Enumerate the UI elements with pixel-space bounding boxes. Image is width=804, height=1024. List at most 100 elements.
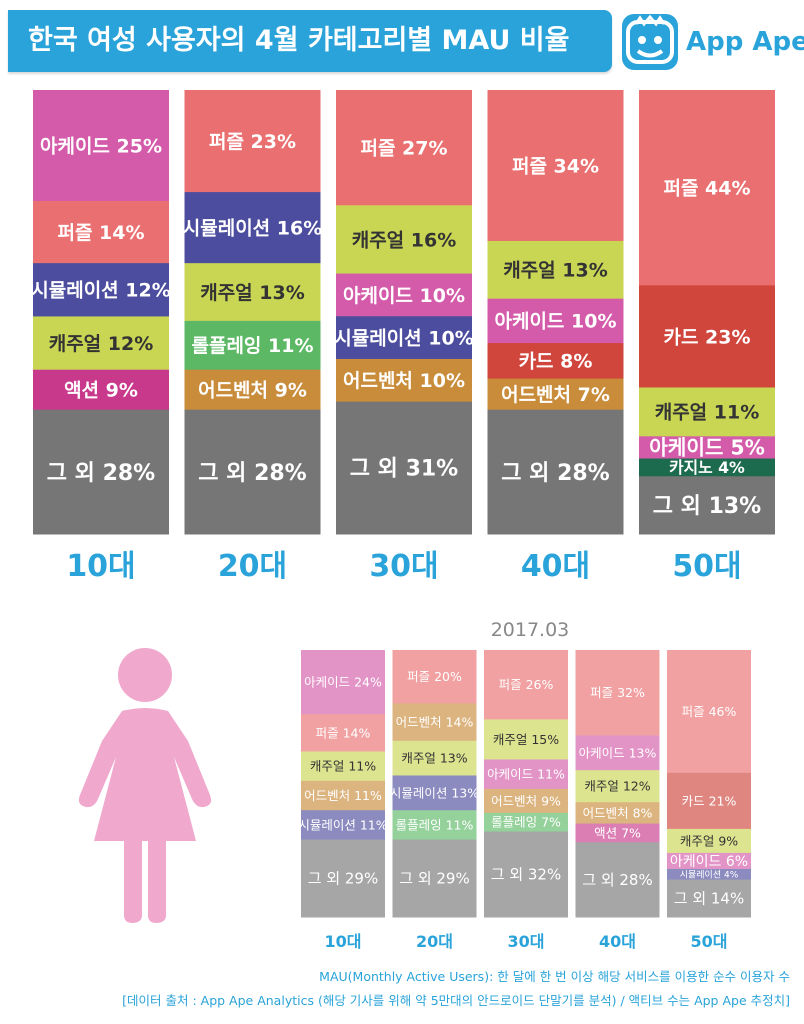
bar-segment	[33, 90, 169, 202]
bar-segment	[639, 458, 775, 477]
bar-segment	[575, 823, 660, 843]
bar-segment	[487, 343, 624, 380]
segment-label: 어드벤처 9%	[198, 380, 307, 402]
segment-label: 액션 7%	[594, 825, 641, 840]
bar-segment	[667, 868, 751, 881]
segment-label: 캐주얼 12%	[584, 779, 650, 794]
bar-segment	[392, 740, 477, 776]
segment-label: 액션 9%	[64, 380, 138, 402]
segment-label: 아케이드 5%	[649, 436, 765, 460]
category-label: 10대	[325, 932, 362, 951]
bar-segment	[301, 751, 385, 782]
bar-segment	[639, 476, 775, 535]
bar-segment	[301, 810, 385, 841]
segment-label: 아케이드 10%	[343, 285, 465, 307]
segment-label: 그 외 28%	[198, 461, 306, 486]
segment-label: 어드벤처 10%	[343, 370, 465, 392]
segment-label: 어드벤처 8%	[583, 805, 653, 820]
bar-segment	[667, 828, 751, 854]
bar-segment	[484, 788, 568, 814]
segment-label: 시뮬레이션 13%	[390, 785, 479, 800]
category-label: 10대	[66, 549, 135, 584]
segment-label: 어드벤처 7%	[501, 384, 610, 406]
segment-label: 아케이드 13%	[579, 745, 657, 760]
segment-label: 카드 8%	[519, 351, 593, 373]
category-label: 30대	[369, 549, 438, 584]
segment-label: 아케이드 11%	[487, 767, 565, 782]
bar-segment	[184, 192, 321, 264]
bar-segment	[33, 263, 169, 317]
app-ape-logo-icon	[622, 14, 678, 70]
segment-label: 시뮬레이션 11%	[298, 817, 387, 832]
segment-label: 그 외 28%	[47, 461, 155, 486]
bar-segment	[33, 409, 169, 535]
segment-label: 그 외 32%	[491, 866, 561, 884]
segment-label: 캐주얼 12%	[49, 333, 154, 355]
segment-label: 캐주얼 15%	[493, 732, 559, 747]
segment-label: 롤플레잉 11%	[396, 817, 474, 832]
bar-segment	[575, 735, 660, 771]
segment-label: 어드벤처 9%	[491, 793, 561, 808]
category-label: 30대	[508, 932, 545, 951]
segment-label: 캐주얼 11%	[655, 402, 760, 424]
bar-segment	[392, 650, 477, 704]
bar-segment	[301, 714, 385, 752]
category-label: 20대	[218, 549, 287, 584]
bar-segment	[336, 358, 472, 403]
segment-label: 카지노 4%	[669, 458, 745, 477]
segment-label: 그 외 29%	[308, 870, 378, 888]
segment-label: 아케이드 10%	[494, 311, 616, 333]
category-label: 50대	[691, 932, 728, 951]
bar-segment	[487, 240, 624, 300]
bar-segment	[392, 775, 477, 811]
bar-segment	[336, 205, 472, 275]
bar-segment	[575, 650, 660, 736]
segment-label: 캐주얼 13%	[503, 260, 608, 282]
segment-label: 캐주얼 11%	[310, 759, 376, 774]
bar-segment	[336, 90, 472, 206]
segment-label: 시뮬레이션 16%	[183, 217, 323, 239]
segment-label: 시뮬레이션 4%	[680, 870, 739, 881]
bar-segment	[667, 879, 751, 918]
bar-segment	[484, 831, 568, 918]
segment-label: 그 외 14%	[674, 890, 744, 908]
bar-segment	[184, 369, 321, 411]
category-label: 50대	[672, 549, 741, 584]
segment-label: 퍼즐 44%	[663, 178, 750, 200]
segment-label: 캐주얼 16%	[352, 229, 457, 251]
bar-segment	[184, 409, 321, 535]
segment-label: 그 외 31%	[350, 457, 458, 482]
bar-segment	[336, 401, 472, 535]
bar-segment	[184, 90, 321, 193]
category-label: 20대	[416, 932, 453, 951]
segment-label: 시뮬레이션 12%	[31, 280, 171, 302]
segment-label: 캐주얼 13%	[200, 282, 305, 304]
bar-segment	[392, 810, 477, 841]
segment-label: 퍼즐 32%	[590, 685, 645, 700]
segment-label: 퍼즐 14%	[316, 725, 371, 740]
bar-segment	[667, 772, 751, 830]
bar-segment	[301, 650, 385, 715]
bar-segment	[336, 273, 472, 317]
bar-segment	[487, 409, 624, 535]
bar-segment	[487, 298, 624, 344]
segment-label: 캐주얼 13%	[401, 751, 467, 766]
segment-label: 그 외 28%	[501, 461, 609, 486]
page-title: 한국 여성 사용자의 4월 카테고리별 MAU 비율	[28, 25, 570, 56]
bar-segment	[484, 719, 568, 760]
woman-icon	[78, 648, 212, 923]
bar-segment	[639, 285, 775, 388]
segment-label: 퍼즐 46%	[682, 704, 737, 719]
bar-segment	[575, 802, 660, 825]
segment-label: 카드 23%	[663, 326, 750, 348]
bar-segment	[575, 842, 660, 918]
bar-segment	[575, 770, 660, 803]
segment-label: 퍼즐 23%	[209, 131, 296, 153]
bar-segment	[33, 369, 169, 411]
current-mau-chart: 아케이드 25% 퍼즐 14% 시뮬레이션 12% 캐주얼 12% 액션 9% 그 외 2…	[31, 90, 775, 584]
bar-segment	[639, 90, 775, 286]
segment-label: 퍼즐 20%	[407, 669, 462, 684]
segment-label: 카드 21%	[682, 793, 737, 808]
bar-segment	[639, 387, 775, 437]
bar-segment	[184, 320, 321, 371]
